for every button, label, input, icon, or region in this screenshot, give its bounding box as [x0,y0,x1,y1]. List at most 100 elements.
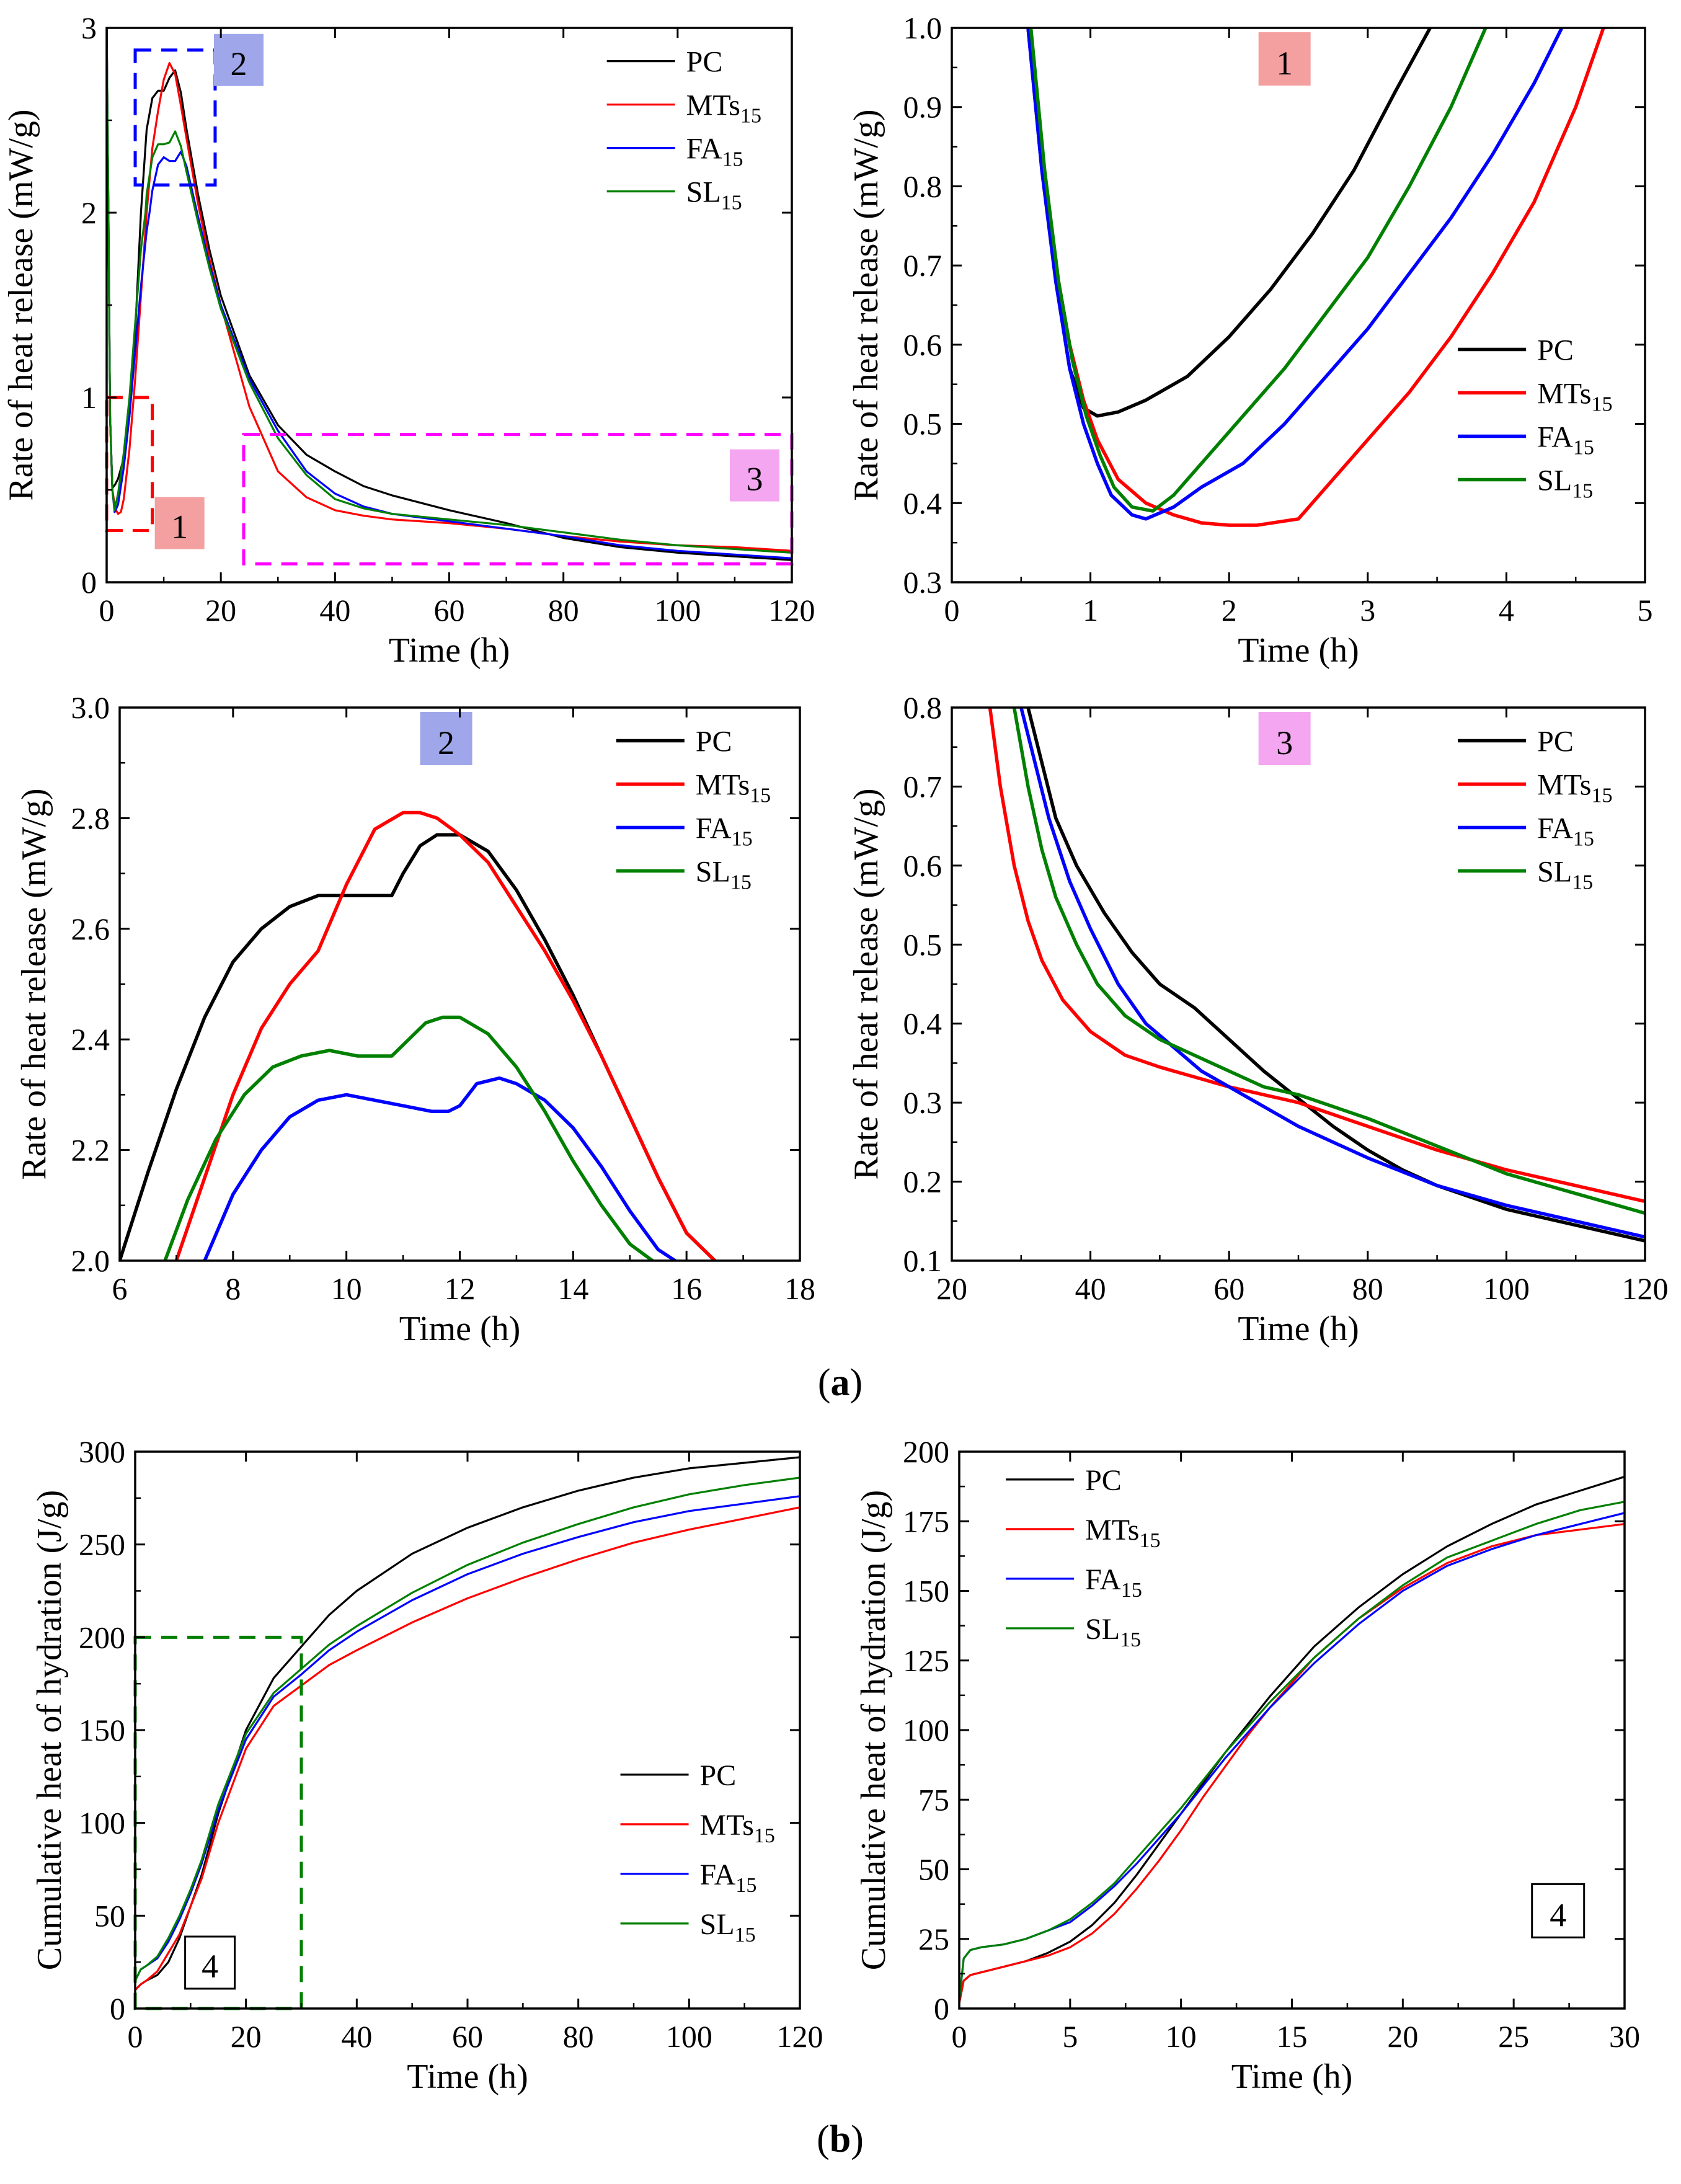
x-tick-label: 100 [1483,1271,1530,1306]
y-tick-label: 2.4 [71,1022,110,1057]
y-tick-label: 50 [94,1898,125,1933]
zoom-tag-bg-1 [154,497,205,549]
x-tick-label: 60 [452,2019,483,2054]
x-tick-label: 5 [1638,593,1653,628]
legend-subscript: 15 [732,828,753,851]
y-tick-label: 0.6 [903,327,943,362]
inset-tag-label: 3 [1276,724,1293,761]
inset-tag-frame [1531,1883,1586,1938]
legend-label-FA15: FA15 [696,812,753,851]
x-tick-label: 60 [434,593,465,628]
legend-subscript: 15 [722,148,743,171]
series-line-MTs15 [135,1506,800,1991]
legend-subscript: 15 [750,784,771,807]
y-tick-label: 0.3 [903,565,943,600]
y-tick-label: 0.8 [903,169,943,203]
x-tick-label: 80 [1352,1271,1383,1306]
x-tick-label: 20 [205,593,236,628]
legend-label-SL15: SL15 [1537,464,1593,503]
series-line-SL15 [135,1476,800,1982]
legend-label-PC: PC [1537,334,1574,367]
plot-frame [951,27,1646,584]
y-axis-title: Rate of heat release (mW/g) [847,788,885,1179]
legend-subscript: 15 [1591,784,1612,807]
y-tick-label: 100 [79,1806,125,1840]
x-tick-label: 20 [1387,2019,1418,2054]
legend-label-SL15: SL15 [700,1908,756,1947]
x-axis-title: Time (h) [1231,2057,1353,2096]
y-axis-title: Rate of heat release (mW/g) [15,788,53,1179]
x-tick-label: 80 [548,593,579,628]
y-tick-label: 0 [934,1991,949,2026]
y-tick-label: 2 [81,195,97,230]
y-tick-label: 0.9 [903,90,943,125]
x-tick-label: 0 [952,2019,967,2054]
legend-label-MTs15: MTs15 [1537,769,1612,807]
legend-subscript: 15 [1573,437,1594,459]
series-line-MTs15 [107,28,792,552]
x-tick-label: 30 [1609,2019,1640,2054]
x-tick-label: 2 [1222,593,1237,628]
legend-subscript: 15 [740,105,761,128]
legend-label-MTs15: MTs15 [700,1809,775,1847]
zoom-tag-frame-4 [184,1935,236,1990]
zoom-tag-label-2: 2 [230,45,247,82]
figure-caption-b: (b) [817,2118,864,2160]
zoom-tag-label-1: 1 [171,508,188,546]
series-line-MTs15 [174,810,717,1261]
x-tick-label: 40 [319,593,350,628]
y-tick-label: 50 [918,1852,949,1887]
legend-subscript: 15 [1120,1628,1141,1651]
x-tick-label: 14 [557,1271,588,1306]
legend-label-PC: PC [686,46,723,79]
x-tick-label: 20 [936,1271,967,1306]
y-tick-label: 200 [79,1620,125,1654]
legend-subscript: 15 [730,871,752,894]
x-axis-title: Time (h) [399,1310,521,1348]
x-tick-label: 40 [341,2019,372,2054]
y-tick-label: 0.4 [903,1006,943,1041]
series-line-FA15 [1019,708,1645,1239]
x-tick-label: 6 [112,1271,128,1306]
legend-label-SL15: SL15 [686,176,742,215]
x-tick-label: 120 [769,593,815,628]
series-line-FA15 [107,28,792,559]
y-tick-label: 0.6 [903,848,943,883]
legend-label-MTs15: MTs15 [1537,378,1612,416]
legend-label-FA15: FA15 [700,1858,757,1897]
x-tick-label: 40 [1075,1271,1106,1306]
y-tick-label: 200 [903,1434,949,1469]
legend-label-PC: PC [696,726,732,758]
y-tick-label: 3 [81,11,97,45]
x-tick-label: 0 [99,593,115,628]
y-tick-label: 0.2 [903,1165,943,1199]
x-tick-label: 18 [784,1271,815,1306]
legend-label-SL15: SL15 [1085,1613,1141,1651]
legend-label-MTs15: MTs15 [686,89,761,128]
series-line-SL15 [107,28,792,554]
chart-a-zoom2: 2 6 8 10 12 14 16 18 2.0 2.2 2.4 2.6 2.8 3.0 Time (h) R… [15,690,815,1348]
series-line-SL15 [959,1501,1625,2002]
y-tick-label: 25 [918,1922,949,1956]
x-tick-label: 4 [1499,593,1514,628]
y-tick-label: 100 [903,1713,949,1747]
y-tick-label: 2.6 [71,912,110,946]
chart-a-zoom3: 3 20 40 60 80 100 120 0.1 0.2 0.3 0.4 0.5 0.6 0.7 0.8 T… [847,690,1669,1348]
legend-subscript: 15 [1573,828,1594,851]
y-axis-title: Rate of heat release (mW/g) [847,109,885,500]
legend-subscript: 15 [1139,1529,1160,1552]
legend-subscript: 15 [735,1924,756,1947]
chart-a-main: 1 2 3 0 20 40 60 80 100 120 0 1 2 3 Time (h) Rate of he… [2,11,815,670]
legend-subscript: 15 [754,1824,775,1847]
x-tick-label: 3 [1360,593,1375,628]
legend-label-PC: PC [700,1759,737,1792]
x-tick-label: 60 [1213,1271,1244,1306]
y-tick-label: 0 [110,1991,125,2026]
figure-caption-a: (a) [818,1362,863,1404]
x-tick-label: 1 [1083,593,1098,628]
chart-b-zoom4: 4 0 5 10 15 20 25 30 0 25 50 75 100 125 150 175 200 Time … [854,1434,1640,2096]
legend-label-FA15: FA15 [1537,812,1594,851]
legend-label-FA15: FA15 [1085,1563,1142,1602]
y-axis-title: Cumulative heat of hydration (J/g) [30,1490,69,1970]
legend-subscript: 15 [1572,480,1593,503]
